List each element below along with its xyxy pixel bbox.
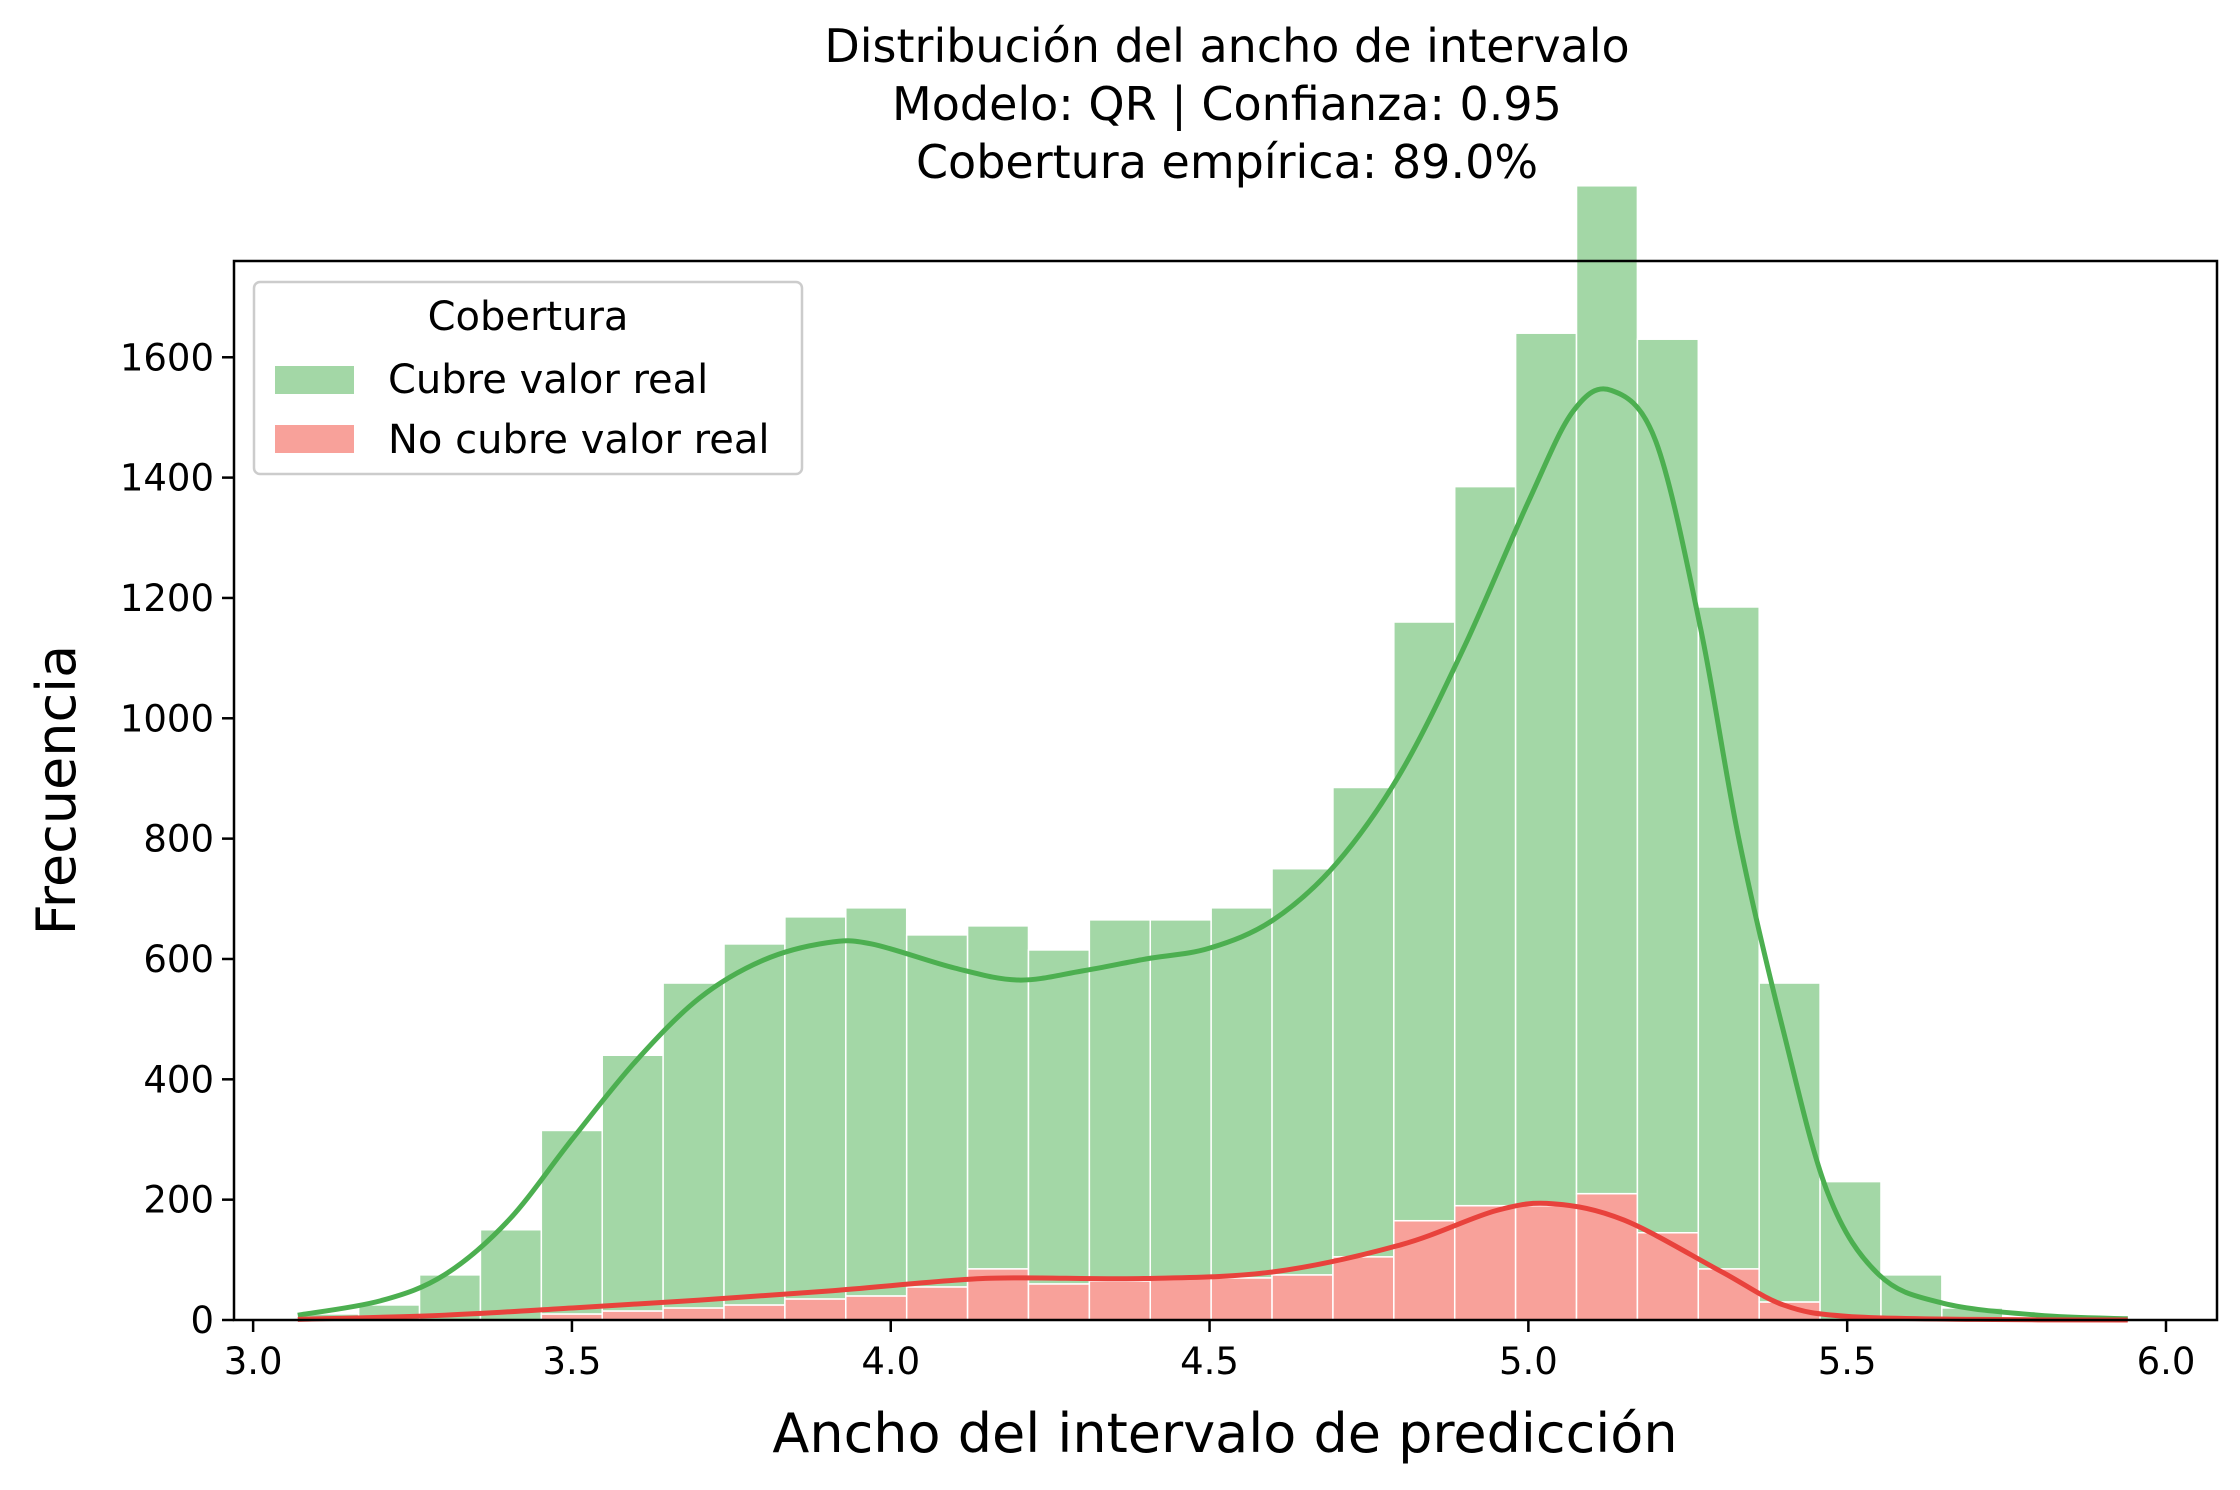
bar-not-covers-15 [1210,1277,1273,1321]
kde-line-not-covers [297,1200,2128,1323]
bar-not-covers-16 [1271,1274,1334,1321]
x-axis: 3.0 3.5 4.0 4.5 5.0 5.5 6.0 [224,1320,2196,1383]
kde-line-covers [297,386,2128,1322]
bar-covers-3 [479,1228,543,1321]
bar-covers-17 [1332,786,1395,1258]
legend-swatch-not-covers [275,425,354,453]
bar-covers-6 [662,982,725,1309]
x-axis-label: Ancho del intervalo de predicción [772,1402,1677,1465]
x-tick-label: 4.0 [861,1340,920,1383]
chart-title-line-1: Distribución del ancho de intervalo [824,19,1629,73]
y-tick-label: 800 [143,818,214,861]
plot-frame [232,259,2219,1322]
y-tick-label: 1200 [120,577,214,620]
x-tick-label: 3.5 [543,1340,602,1383]
bar-covers-10 [905,934,969,1288]
bar-not-covers-20 [1514,1204,1578,1321]
legend-label-not-covers: No cubre valor real [388,417,769,463]
bar-not-covers-17 [1332,1256,1395,1321]
bar-not-covers-14 [1149,1277,1212,1321]
bar-not-covers-5 [601,1310,664,1321]
y-tick-label: 1000 [120,697,214,740]
bar-covers-21 [1575,185,1639,1195]
y-tick-label: 1600 [120,336,214,379]
chart-title-line-3: Cobertura empírica: 89.0% [916,135,1538,189]
legend: Cobertura Cubre valor real No cubre valo… [252,280,804,476]
bar-not-covers-6 [662,1307,725,1321]
y-axis: 0 200 400 600 800 1000 1200 1400 1600 [120,336,234,1342]
legend-swatch-covers [275,366,354,394]
x-tick-label: 6.0 [2137,1340,2196,1383]
y-tick-label: 400 [143,1058,214,1101]
y-tick-label: 1400 [120,457,214,500]
legend-title: Cobertura [428,294,629,340]
legend-label-covers: Cubre valor real [388,357,708,403]
bar-not-covers-10 [905,1286,969,1321]
x-tick-label: 3.0 [224,1340,283,1383]
y-tick-label: 0 [190,1299,214,1342]
bar-not-covers-9 [845,1295,908,1321]
y-tick-label: 200 [143,1179,214,1222]
bar-covers-18 [1393,621,1456,1222]
bar-not-covers-13 [1088,1280,1152,1321]
plot-area [297,185,2128,1323]
bar-not-covers-12 [1027,1283,1091,1321]
bar-covers-4 [540,1129,603,1315]
bar-covers-7 [723,943,786,1306]
bar-covers-9 [845,907,908,1297]
y-tick-label: 600 [143,938,214,981]
bar-covers-15 [1210,907,1273,1279]
bar-covers-8 [784,916,847,1300]
x-tick-label: 4.5 [1180,1340,1239,1383]
bar-not-covers-22 [1636,1232,1700,1321]
y-axis-label: Frecuencia [25,645,88,936]
bar-covers-12 [1027,949,1091,1285]
bar-covers-14 [1149,919,1212,1279]
bar-covers-20 [1514,332,1578,1207]
bar-covers-16 [1271,867,1334,1276]
bar-not-covers-7 [723,1304,786,1321]
x-tick-label: 5.0 [1499,1340,1558,1383]
legend-box [252,280,804,476]
bar-covers-13 [1088,919,1152,1282]
x-tick-label: 5.5 [1818,1340,1877,1383]
chart-title-line-2: Modelo: QR | Confianza: 0.95 [892,77,1562,132]
bar-not-covers-8 [784,1298,847,1321]
bar-covers-23 [1697,606,1760,1270]
